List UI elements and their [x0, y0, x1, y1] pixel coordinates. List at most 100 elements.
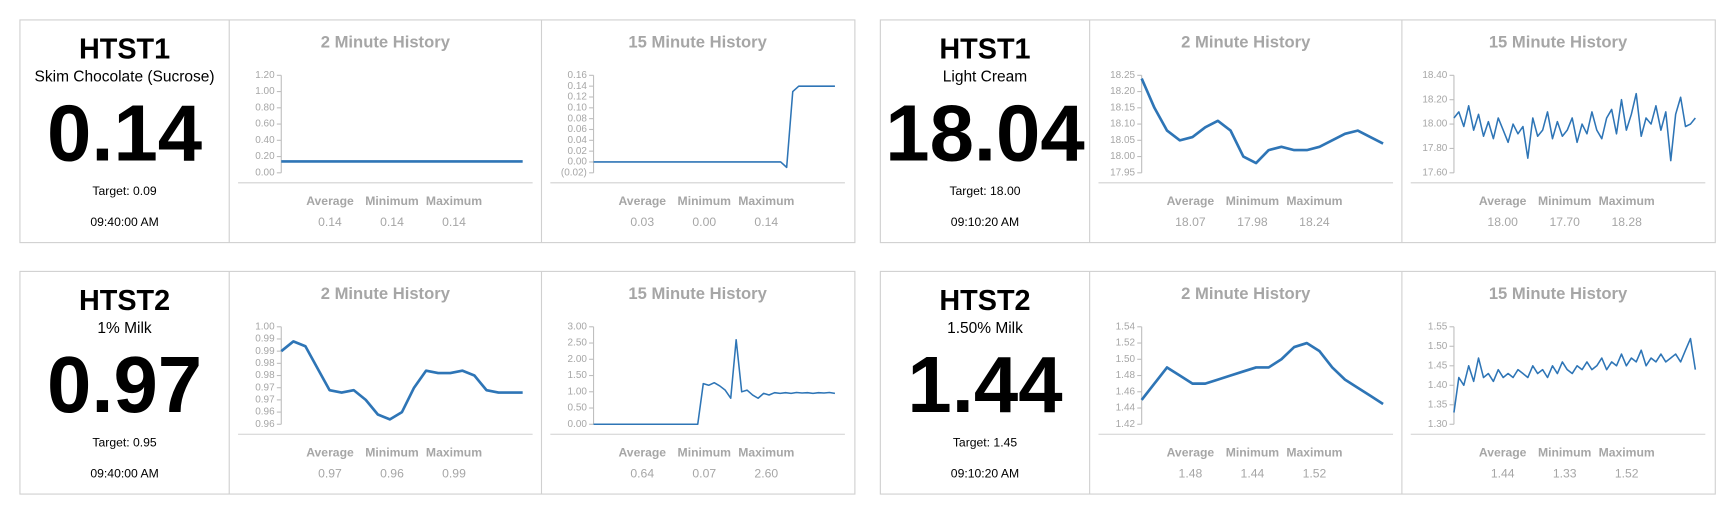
timestamp: 09:10:20 AM: [951, 215, 1019, 229]
stat-value: 0.97: [318, 466, 342, 480]
target: Target: 0.09: [92, 184, 157, 198]
y-tick-label: 1.46: [1116, 386, 1136, 397]
stat-value: 17.70: [1549, 215, 1580, 229]
current-value: 18.04: [885, 89, 1084, 178]
y-tick-label: 18.20: [1110, 86, 1135, 97]
panel-title: HTST1: [79, 34, 170, 66]
stat-label: Average: [306, 445, 354, 459]
product: Skim Chocolate (Sucrose): [35, 69, 215, 86]
y-tick-label: 18.00: [1422, 119, 1447, 130]
stat-value: 1.48: [1179, 466, 1203, 480]
y-tick-label: 18.40: [1422, 70, 1447, 81]
chart-title: 2 Minute History: [1181, 33, 1311, 52]
y-tick-label: 18.10: [1110, 119, 1135, 130]
y-tick-label: 2.50: [568, 338, 588, 349]
y-tick-label: 1.55: [1428, 321, 1448, 332]
stat-value: 0.99: [442, 466, 466, 480]
product: 1.50% Milk: [947, 320, 1023, 337]
target: Target: 0.95: [92, 435, 157, 449]
stat-label: Minimum: [1226, 445, 1280, 459]
stat-label: Minimum: [365, 194, 419, 208]
y-tick-label: 0.16: [568, 70, 588, 81]
chart-title: 2 Minute History: [1181, 284, 1311, 303]
stat-label: Maximum: [738, 445, 794, 459]
target: Target: 1.45: [953, 435, 1018, 449]
y-tick-label: 1.48: [1116, 370, 1136, 381]
stat-label: Minimum: [678, 194, 732, 208]
stat-label: Minimum: [1538, 445, 1592, 459]
y-tick-label: 17.80: [1422, 143, 1447, 154]
stat-value: 0.14: [754, 215, 778, 229]
stat-value: 0.14: [380, 215, 404, 229]
y-tick-label: 17.60: [1422, 167, 1447, 178]
stat-value: 1.33: [1553, 466, 1577, 480]
history-line: [593, 85, 835, 169]
stat-label: Average: [306, 194, 354, 208]
current-value: 0.14: [47, 89, 202, 178]
history-line: [593, 338, 836, 426]
target: Target: 18.00: [949, 184, 1020, 198]
stat-value: 0.00: [692, 215, 716, 229]
y-tick-label: 18.25: [1110, 70, 1135, 81]
y-tick-label: 0.98: [255, 370, 275, 381]
stat-value: 0.07: [692, 466, 716, 480]
stat-label: Maximum: [1286, 445, 1342, 459]
y-tick-label: 0.10: [568, 102, 588, 113]
product: Light Cream: [943, 69, 1027, 86]
y-tick-label: 0.08: [568, 113, 588, 124]
y-tick-label: 1.35: [1428, 399, 1448, 410]
stat-label: Minimum: [365, 445, 419, 459]
y-tick-label: 1.50: [1428, 341, 1448, 352]
stat-label: Average: [1479, 194, 1527, 208]
y-tick-label: 0.12: [568, 92, 588, 103]
y-tick-label: 1.00: [568, 386, 588, 397]
stat-label: Maximum: [426, 194, 482, 208]
panel-title: HTST2: [79, 285, 170, 317]
y-tick-label: 18.05: [1110, 135, 1135, 146]
stat-value: 1.44: [1491, 466, 1515, 480]
stat-label: Average: [1167, 445, 1215, 459]
y-tick-label: 0.99: [255, 334, 275, 345]
stat-label: Average: [618, 445, 666, 459]
y-tick-label: 0.20: [255, 151, 275, 162]
stat-label: Minimum: [1226, 194, 1280, 208]
timestamp: 09:10:20 AM: [951, 466, 1019, 480]
chart-title: 15 Minute History: [1489, 33, 1628, 52]
panel-border: [879, 19, 1716, 244]
panel-title: HTST1: [939, 34, 1030, 66]
y-tick-label: 1.00: [255, 86, 275, 97]
stat-value: 1.44: [1241, 466, 1265, 480]
chart-title: 2 Minute History: [321, 284, 451, 303]
stat-value: 2.60: [754, 466, 778, 480]
y-tick-label: 0.00: [568, 157, 588, 168]
y-tick-label: 18.20: [1422, 94, 1447, 105]
y-tick-label: 3.00: [568, 321, 588, 332]
stat-label: Average: [1479, 445, 1527, 459]
chart-title: 15 Minute History: [628, 284, 767, 303]
stat-label: Maximum: [738, 194, 794, 208]
y-tick-label: 17.95: [1110, 167, 1135, 178]
stat-label: Maximum: [1286, 194, 1342, 208]
y-tick-label: 1.40: [1428, 380, 1448, 391]
y-tick-label: 0.60: [255, 119, 275, 130]
stat-value: 0.64: [630, 466, 654, 480]
y-tick-label: 1.50: [568, 370, 588, 381]
stat-value: 1.52: [1615, 466, 1639, 480]
y-tick-label: 0.97: [255, 395, 275, 406]
y-tick-label: 2.00: [568, 354, 588, 365]
y-tick-label: 0.98: [255, 358, 275, 369]
y-tick-label: 0.80: [255, 102, 275, 113]
timestamp: 09:40:00 AM: [90, 466, 158, 480]
stat-label: Maximum: [426, 445, 482, 459]
y-tick-label: 0.50: [568, 403, 588, 414]
y-tick-label: 18.00: [1110, 151, 1135, 162]
y-tick-label: 0.99: [255, 346, 275, 357]
y-tick-label: 1.50: [1116, 354, 1136, 365]
stat-label: Maximum: [1599, 194, 1655, 208]
stat-value: 18.07: [1175, 215, 1206, 229]
y-tick-label: 1.30: [1428, 419, 1448, 430]
stat-label: Maximum: [1599, 445, 1655, 459]
stat-label: Minimum: [1538, 194, 1592, 208]
chart-title: 15 Minute History: [1489, 284, 1628, 303]
y-tick-label: 0.04: [568, 135, 588, 146]
